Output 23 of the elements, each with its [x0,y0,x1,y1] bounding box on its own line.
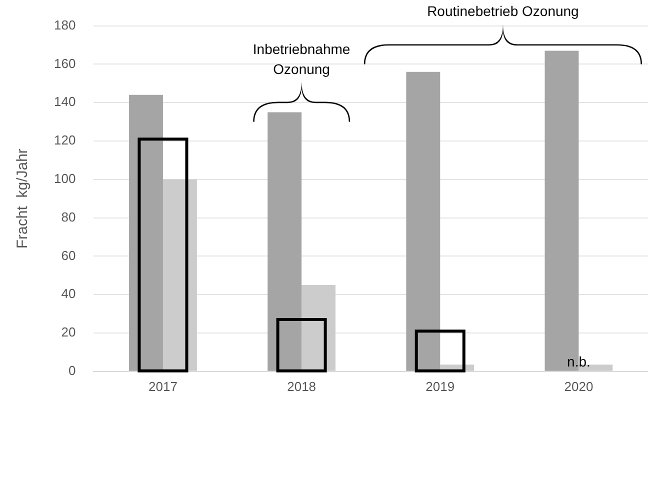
annotation: Inbetriebnahme Ozonung [252,40,350,77]
y-tick-label: 140 [54,94,76,110]
bar [162,179,197,371]
y-tick-label: 180 [54,17,76,32]
x-tick-label: 2017 [148,378,178,394]
x-tick-label: 2020 [564,378,594,394]
y-tick-label: 60 [61,248,76,263]
y-tick-label: 120 [54,132,76,148]
y-tick-label: 160 [54,56,76,71]
x-tick-label: 2018 [287,378,316,394]
bar [406,72,440,371]
x-tick-label: 2019 [426,378,455,394]
bar [138,138,188,372]
bar [276,318,327,372]
text: Routinebetrieb Ozonung [427,3,579,20]
y-tick-label: 80 [61,209,76,224]
bar [414,330,466,372]
y-tick-label: 20 [61,324,76,340]
y-tick-label: 40 [61,286,76,302]
y-axis-title: Fracht kg/Jahr [14,148,32,249]
y-tick-label: 100 [54,170,76,186]
y-tick-label: 0 [68,362,76,378]
annotation: n.b. [567,353,590,370]
